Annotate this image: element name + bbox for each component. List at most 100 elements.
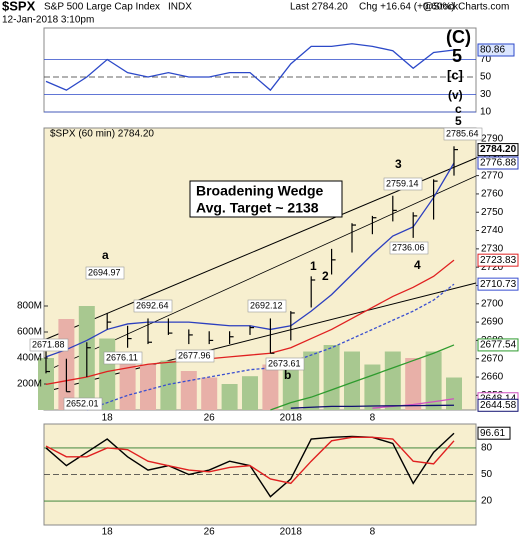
wave-label: (C) (446, 27, 471, 47)
volume-tick-label: 600M (17, 327, 42, 338)
volume-bar (160, 360, 177, 410)
wave-label: 1 (310, 259, 317, 273)
volume-tick-label: 400M (17, 353, 42, 364)
y-tick-label: 50 (481, 469, 493, 480)
volume-bar (303, 351, 320, 410)
overlay-line (372, 398, 455, 409)
y-tick-label: 20 (481, 496, 493, 507)
x-tick-label: 26 (204, 527, 216, 538)
value-box (477, 253, 519, 267)
volume-bar (242, 376, 258, 410)
y-tick-label: 2670 (481, 353, 504, 364)
price-label-box (63, 397, 103, 411)
price-label: 2694.97 (88, 267, 121, 277)
x-tick-label: 2018 (280, 413, 303, 424)
volume-bar (140, 364, 156, 410)
change: Chg +16.64 (+0.60%) (359, 2, 455, 13)
y-tick-label: 70 (480, 54, 492, 65)
volume-bar (221, 384, 238, 410)
price-label-box (265, 357, 305, 371)
price-label: 2652.01 (66, 398, 99, 408)
volume-bar (405, 358, 422, 410)
value-label: 80.86 (480, 45, 505, 56)
price-label: 2785.64 (446, 128, 479, 138)
volume-bar (262, 364, 279, 410)
volume-bar (384, 351, 401, 410)
y-tick-label: 2700 (481, 298, 504, 309)
overlay-line (45, 162, 455, 358)
value-box (477, 277, 519, 291)
price-label-box (103, 351, 143, 365)
x-tick-label: 2018 (280, 527, 303, 538)
trend-line (43, 175, 477, 373)
overlay-line (86, 283, 455, 411)
value-label: 2776.88 (480, 158, 517, 169)
value-label: 2723.83 (480, 255, 517, 266)
note-box (189, 180, 343, 218)
volume-bar (119, 358, 136, 410)
y-tick-label: 80 (481, 443, 493, 454)
overlay-line (45, 259, 455, 386)
y-tick-label: 2770 (481, 170, 504, 181)
value-box (477, 156, 519, 170)
price-label: 2692.12 (250, 300, 283, 310)
price-label-box (383, 177, 423, 191)
rsi-panel (43, 27, 477, 113)
wedge-lower (43, 282, 477, 393)
y-tick-label: 2790 (481, 134, 504, 145)
volume-tick-label: 200M (17, 379, 42, 390)
overlay-line (290, 404, 455, 409)
value-box (477, 426, 511, 440)
price-label: 2692.64 (136, 300, 169, 310)
y-tick-label: 2690 (481, 317, 504, 328)
price-label-box (175, 349, 215, 363)
price-label: 2677.96 (178, 350, 211, 360)
y-tick-label: 2760 (481, 189, 504, 200)
wave-label: 5 (452, 46, 462, 66)
last-price: Last 2784.20 (290, 2, 348, 13)
y-tick-label: 30 (480, 89, 492, 100)
wave-label: c (455, 102, 462, 116)
y-tick-label: 10 (480, 107, 492, 118)
wave-label: b (284, 368, 291, 382)
x-tick-label: 26 (204, 413, 216, 424)
wave-label: 5 (455, 114, 462, 128)
volume-bar (323, 345, 340, 410)
volume-bar (282, 358, 299, 410)
y-tick-label: 2720 (481, 262, 504, 273)
wave-label: [c] (447, 67, 463, 82)
date: 12-Jan-2018 3:10pm (2, 15, 94, 26)
legend: $SPX (60 min) 2784.20 (50, 129, 154, 140)
volume-bar (425, 351, 442, 410)
price-label-box (29, 338, 69, 352)
index-name: S&P 500 Large Cap Index (44, 2, 160, 13)
y-tick-label: 50 (480, 72, 492, 83)
value-label: 2644.58 (480, 400, 517, 411)
volume-bar (180, 371, 197, 410)
volume-bar (344, 351, 360, 410)
price-label: 2676.11 (106, 352, 138, 362)
wave-label: (v) (448, 88, 463, 102)
value-box (477, 143, 519, 157)
volume-bar (201, 377, 218, 410)
price-label-box (443, 127, 483, 141)
exchange: INDX (168, 2, 192, 13)
wave-label: 4 (414, 258, 421, 272)
volume-tick-label: 800M (17, 301, 42, 312)
volume-bar (364, 364, 381, 410)
rsi-line (45, 43, 455, 92)
wave-label: a (102, 248, 109, 262)
price-label: 2736.06 (392, 242, 425, 252)
price-label-box (133, 299, 173, 313)
price-label-box (247, 299, 287, 313)
x-tick-label: 8 (370, 527, 376, 538)
wave-label: 3 (395, 157, 402, 171)
x-tick-label: 8 (370, 413, 376, 424)
y-tick-label: 2730 (481, 243, 504, 254)
price-label: 2671.88 (32, 339, 65, 349)
value-box (477, 338, 519, 352)
y-tick-label: 2660 (481, 372, 504, 383)
x-tick-label: 18 (102, 527, 114, 538)
